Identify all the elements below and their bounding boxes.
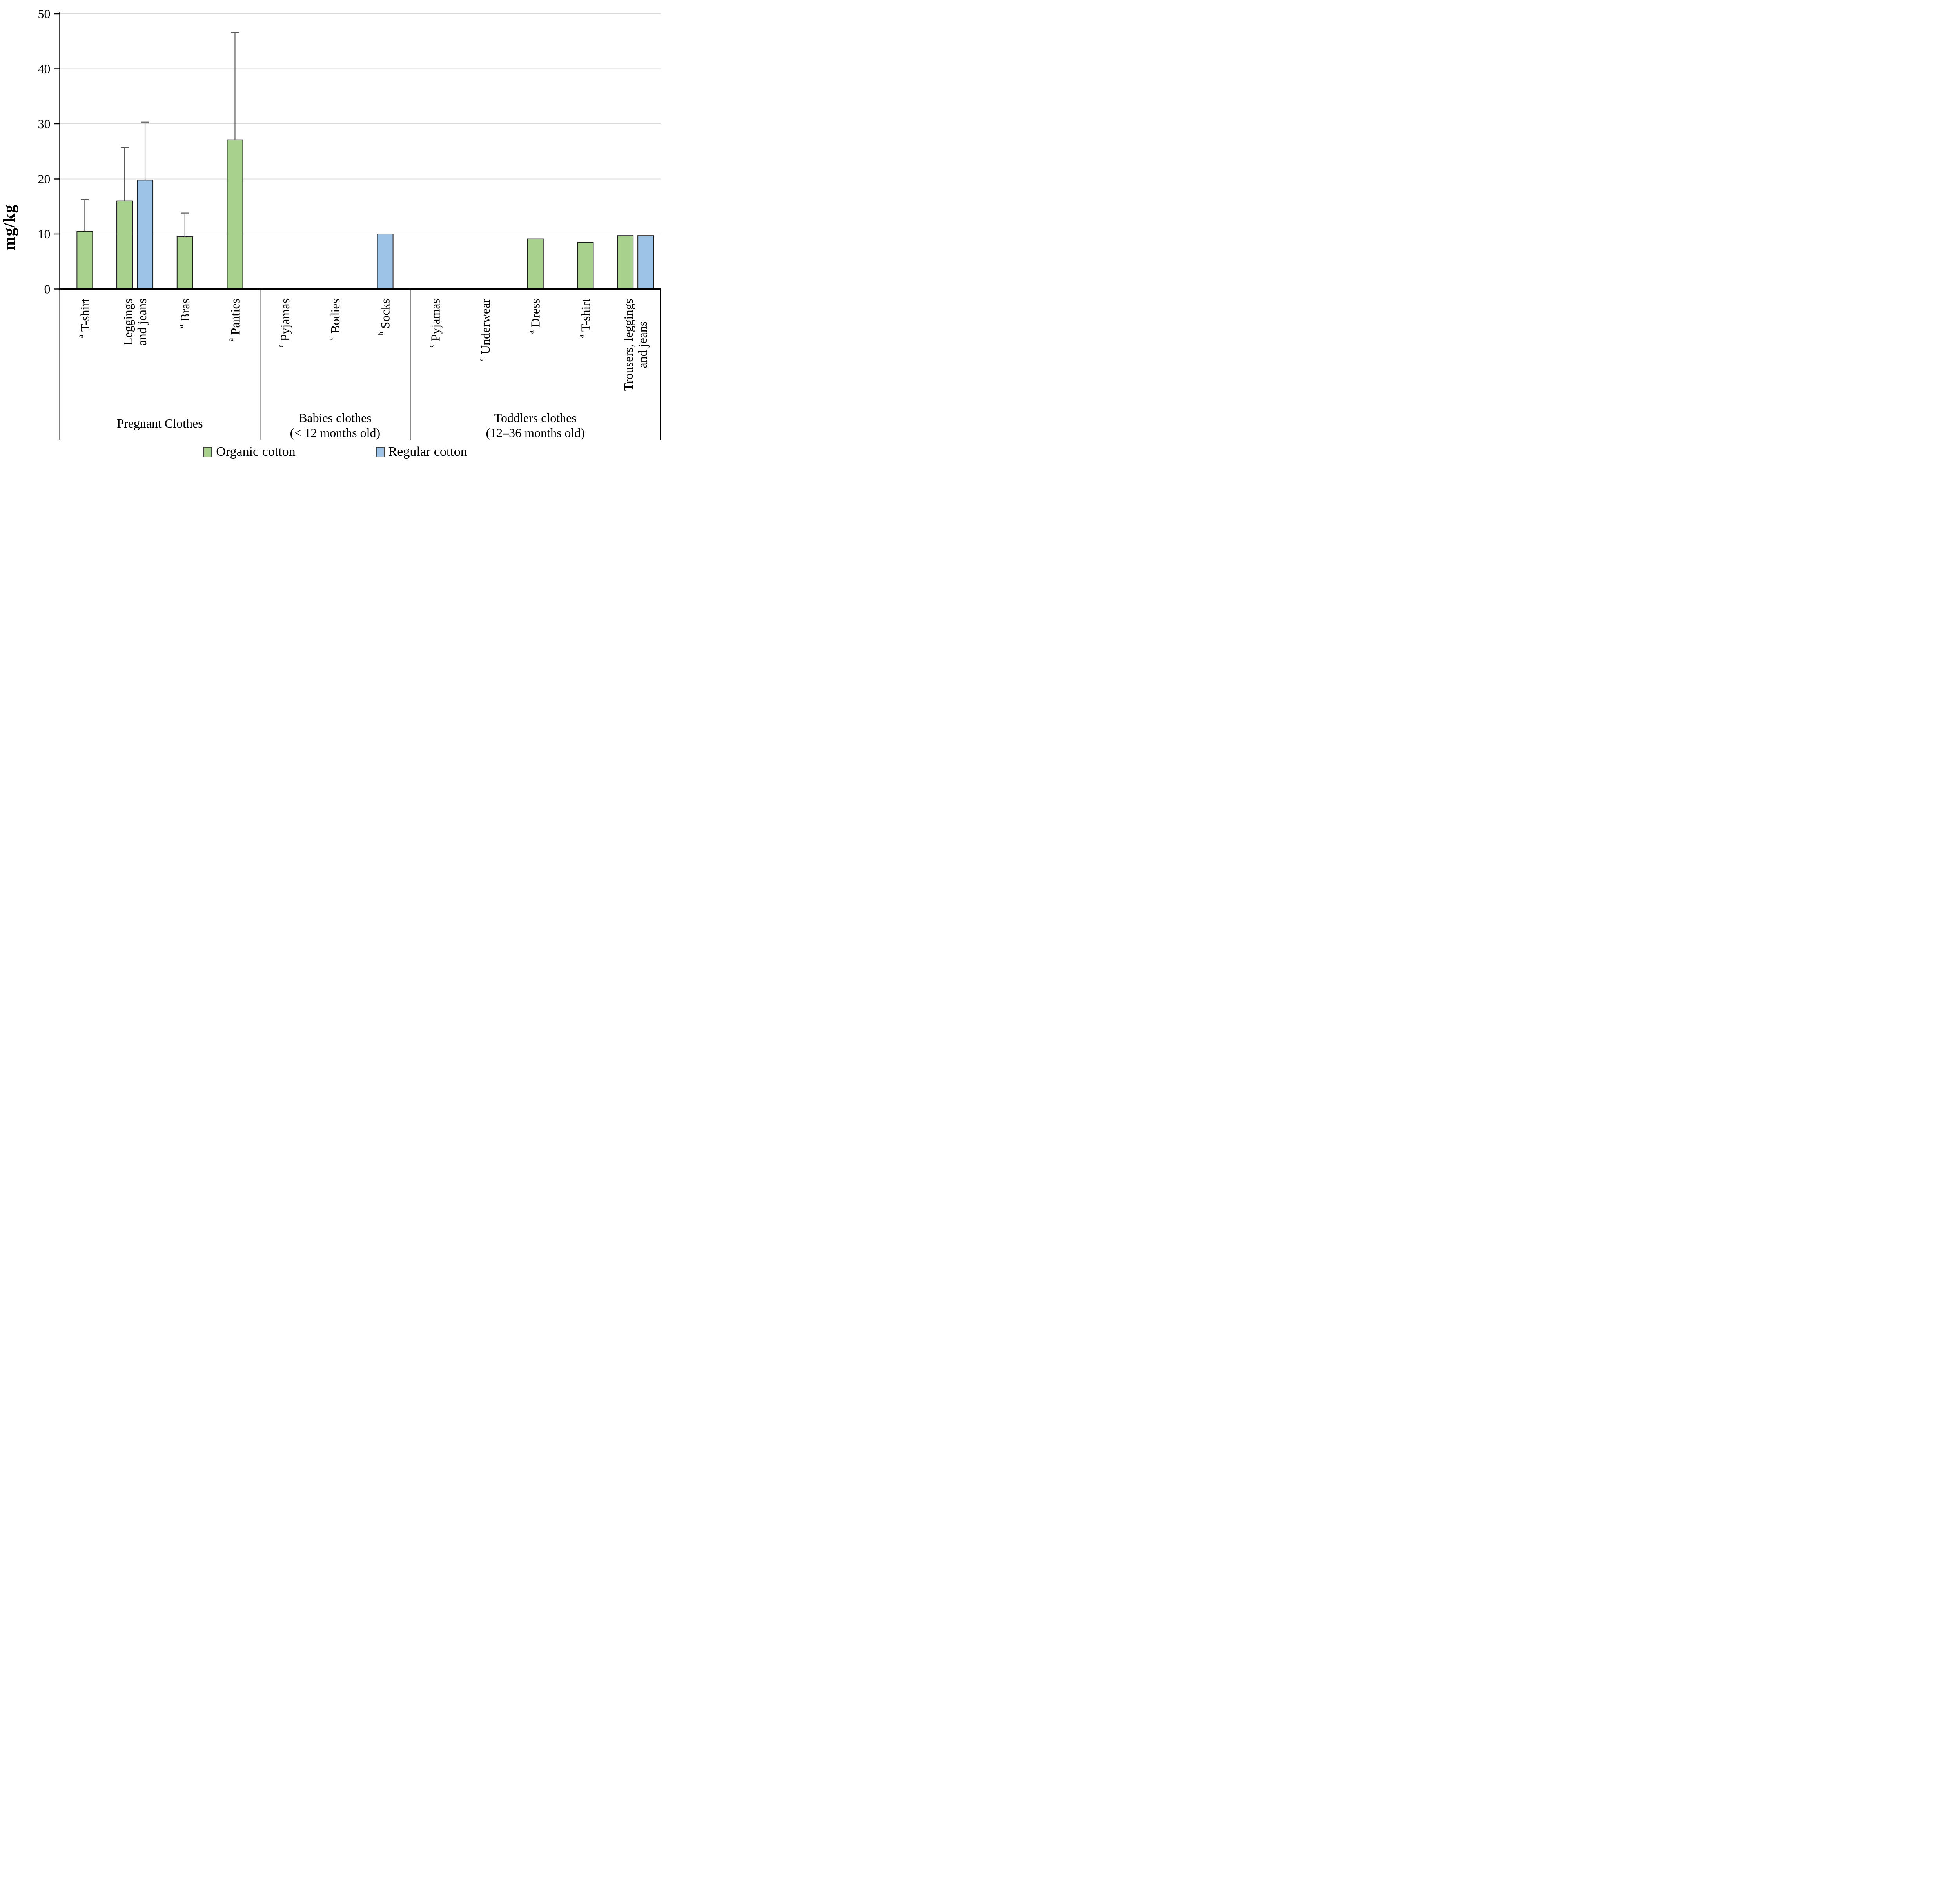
category-label-t-shirt: a T-shirt (76, 299, 92, 338)
bar-bras-organic (176, 236, 193, 290)
bar-chart-figure: 0 10 20 30 40 50 a T-shirt Leggings and jeans a B… (0, 0, 671, 473)
category-label-pyjamas: c Pyjamas (277, 299, 292, 348)
y-tick-label-30: 30 (38, 117, 51, 131)
category-label-underwear: c Underwear (477, 299, 493, 361)
category-label-line2-and-jeans: and jeans (635, 321, 650, 368)
category-label-socks: b Socks (377, 299, 392, 335)
bar-socks-regular (377, 234, 394, 290)
category-label-leggings-and-jeans: Leggings (121, 299, 135, 345)
group-label-babies-clothes-line2: (< 12 months old) (290, 426, 380, 440)
legend: Organic cotton Regular cotton (0, 444, 671, 459)
category-label-pyjamas: c Pyjamas (427, 299, 443, 348)
y-tick-label-0: 0 (44, 282, 51, 296)
bar-leggings-and-jeans-regular (137, 180, 154, 290)
category-label-trousers-leggings-and-jeans: Trousers, leggings (621, 299, 635, 391)
y-tick-label-20: 20 (38, 172, 51, 186)
category-label-t-shirt: a T-shirt (577, 299, 593, 338)
group-label-toddlers-clothes: Toddlers clothes (494, 411, 577, 425)
category-label-line2-and-jeans: and jeans (135, 299, 149, 346)
bar-trousers-leggings-and-jeans-organic (617, 235, 634, 290)
y-tick-label-10: 10 (38, 227, 51, 241)
legend-label-organic: Organic cotton (216, 444, 296, 459)
category-label-panties: a Panties (227, 299, 242, 341)
bar-dress-organic (527, 238, 544, 290)
category-label-bodies: c Bodies (327, 299, 342, 340)
category-label-dress: a Dress (527, 299, 543, 334)
bar-trousers-leggings-and-jeans-regular (637, 235, 654, 290)
bar-t-shirt-organic (76, 230, 93, 290)
group-label-babies-clothes: Babies clothes (299, 411, 372, 425)
legend-item-organic: Organic cotton (203, 444, 296, 459)
group-label-toddlers-clothes-line2: (12–36 months old) (486, 426, 585, 440)
legend-swatch-regular-icon (376, 446, 385, 457)
y-tick-label-50: 50 (38, 7, 51, 21)
group-label-pregnant-clothes: Pregnant Clothes (117, 416, 203, 430)
category-label-bras: a Bras (176, 299, 192, 328)
bar-panties-organic (227, 139, 243, 290)
bar-leggings-and-jeans-organic (116, 200, 133, 290)
legend-swatch-organic-icon (203, 446, 212, 457)
y-tick-label-40: 40 (38, 62, 51, 76)
bar-t-shirt-organic (577, 242, 594, 290)
legend-label-regular: Regular cotton (388, 444, 467, 459)
legend-item-regular: Regular cotton (376, 444, 467, 459)
y-axis-title: mg/kg (0, 204, 19, 250)
